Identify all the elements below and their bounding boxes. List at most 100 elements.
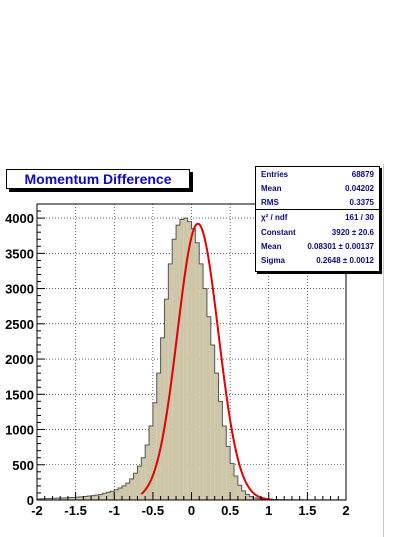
stat-value: 3920 ± 20.6: [331, 228, 374, 237]
histogram-bin: [183, 218, 188, 500]
histogram-bin: [133, 473, 138, 500]
x-tick-label: -2: [31, 503, 43, 518]
histogram-bin: [199, 263, 204, 500]
histogram-bin: [125, 483, 130, 500]
histogram-bin: [37, 498, 41, 500]
y-tick-label: 2000: [5, 352, 34, 367]
histogram-bin: [230, 463, 234, 500]
histogram-bin: [110, 491, 115, 500]
histogram-bin: [129, 478, 134, 500]
stat-value: 161 / 30: [345, 213, 374, 222]
histogram-title: Momentum Difference: [24, 171, 172, 187]
histogram-bin: [94, 495, 99, 500]
histogram-bin: [75, 497, 80, 500]
x-tick-label: -0.5: [142, 503, 164, 518]
stat-value: 68879: [351, 170, 374, 179]
histogram-bin: [187, 221, 192, 500]
histogram-bin: [40, 498, 45, 500]
stat-row-entries: Entries 68879: [256, 167, 379, 181]
stat-row-chi2-ndf: χ² / ndf 161 / 30: [256, 209, 379, 224]
histogram-bin: [222, 426, 227, 500]
x-tick-label: -1: [108, 503, 120, 518]
y-tick-label: 4000: [5, 211, 34, 226]
x-axis-ticks: [36, 492, 347, 500]
stat-label: Sigma: [261, 256, 286, 265]
stat-label: Mean: [261, 242, 282, 251]
histogram-bin: [176, 225, 180, 500]
histogram-bin: [71, 497, 76, 500]
stat-label: Mean: [261, 184, 282, 193]
histogram-bin: [156, 373, 161, 500]
x-tick-label: 0.5: [221, 503, 239, 518]
stat-value: 0.04202: [345, 184, 374, 193]
stat-value: 0.3375: [349, 198, 374, 207]
histogram-bin: [64, 497, 68, 500]
histogram-bin: [214, 373, 219, 500]
histogram-bin: [67, 497, 72, 500]
histogram-bin: [160, 337, 165, 500]
x-tick-label: 2: [342, 503, 349, 518]
y-tick-label: 1000: [5, 423, 34, 438]
y-tick-label: 3000: [5, 282, 34, 297]
histogram-bin: [137, 466, 142, 500]
y-tick-label: 0: [27, 493, 34, 508]
histogram-bin: [98, 494, 103, 500]
stat-label: χ² / ndf: [261, 213, 288, 222]
histogram-bin: [179, 219, 184, 500]
stat-row-fit-mean: Mean 0.08301 ± 0.00137: [256, 239, 379, 253]
histogram-bin: [226, 446, 231, 500]
histogram-bin: [191, 228, 196, 500]
histogram-bin: [83, 496, 88, 500]
histogram-bin: [60, 498, 65, 500]
histogram-bin: [218, 401, 223, 500]
histogram-bin: [203, 288, 207, 500]
stat-row-constant: Constant 3920 ± 20.6: [256, 225, 379, 239]
y-tick-label: 1500: [5, 387, 34, 402]
histogram-bin: [118, 488, 122, 500]
histogram-bin: [253, 497, 258, 500]
stat-label: Entries: [261, 170, 289, 179]
y-tick-label: 500: [12, 458, 34, 473]
stat-row-sigma: Sigma 0.2648 ± 0.0012: [256, 253, 379, 267]
histogram-bin: [87, 496, 92, 500]
histogram-bin: [261, 498, 265, 500]
x-tick-label: 1: [265, 503, 272, 518]
histogram-bin: [91, 495, 95, 500]
stat-label: RMS: [261, 198, 279, 207]
histogram-bin: [121, 485, 126, 500]
histogram-bin: [237, 485, 242, 500]
histogram-bin: [233, 476, 238, 500]
histogram-bin: [79, 496, 84, 500]
histogram-bin: [257, 498, 262, 500]
histogram-bin: [241, 490, 246, 500]
histogram-bin: [172, 239, 177, 500]
histogram-bin: [102, 493, 107, 500]
y-axis-ticks: [37, 203, 45, 501]
gaussian-fit-curve: [140, 222, 273, 501]
histogram-bin: [210, 344, 215, 500]
histogram-bin: [149, 426, 153, 500]
y-axis-tick-labels: 0 500 1000 1500 2000 2500 3000 3500 4000: [5, 211, 34, 508]
stat-value: 0.08301 ± 0.00137: [307, 242, 374, 251]
histogram-bin: [152, 402, 157, 500]
y-tick-label: 3500: [5, 246, 34, 261]
x-tick-label: 1.5: [298, 503, 316, 518]
histogram-bin: [145, 445, 150, 500]
histogram-bin: [195, 242, 200, 500]
histogram-bin: [164, 299, 169, 500]
x-tick-label: 0: [188, 503, 195, 518]
histogram-bin: [48, 498, 53, 500]
histogram-bin: [206, 316, 211, 500]
stat-row-mean: Mean 0.04202: [256, 181, 379, 195]
stat-label: Constant: [261, 228, 296, 237]
histogram-bin: [52, 498, 57, 500]
stat-value: 0.2648 ± 0.0012: [316, 256, 374, 265]
histogram-bin: [56, 498, 61, 500]
stat-row-rms: RMS 0.3375: [256, 195, 379, 209]
histogram-bin: [141, 457, 146, 500]
histogram-bin: [106, 492, 111, 500]
histogram-bin: [249, 496, 254, 500]
histogram-bin: [245, 494, 250, 500]
y-tick-label: 2500: [5, 317, 34, 332]
histogram-title-box: Momentum Difference: [6, 169, 190, 189]
